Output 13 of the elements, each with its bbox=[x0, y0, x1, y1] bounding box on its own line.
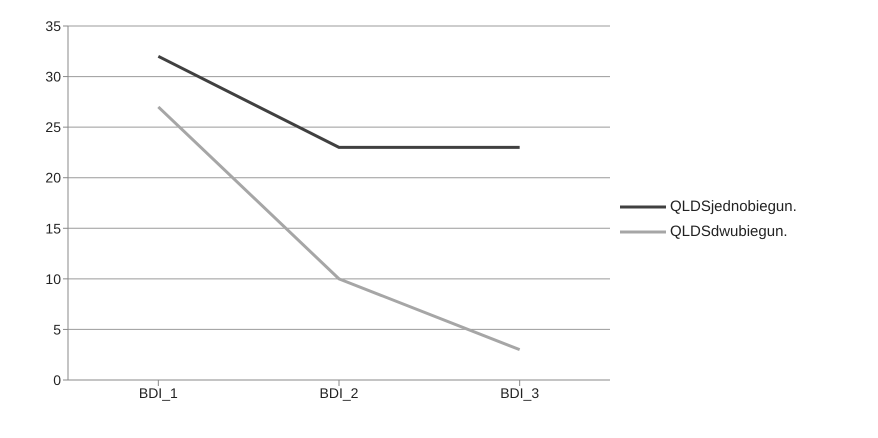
x-tick-label: BDI_1 bbox=[138, 384, 178, 401]
y-tick-label: 5 bbox=[53, 321, 62, 338]
y-tick-label: 25 bbox=[45, 119, 62, 136]
x-tick-label: BDI_2 bbox=[320, 384, 359, 401]
legend-label: QLDSjednobiegun. bbox=[670, 198, 797, 215]
x-tick-label: BDI_3 bbox=[500, 384, 540, 401]
legend-label: QLDSdwubiegun. bbox=[670, 223, 788, 240]
y-tick-label: 20 bbox=[45, 170, 62, 186]
y-tick-label: 0 bbox=[53, 372, 62, 388]
y-tick-label: 15 bbox=[45, 220, 62, 236]
y-tick-label: 30 bbox=[45, 68, 62, 85]
y-tick-label: 10 bbox=[45, 270, 62, 287]
y-tick-label: 35 bbox=[45, 18, 62, 34]
